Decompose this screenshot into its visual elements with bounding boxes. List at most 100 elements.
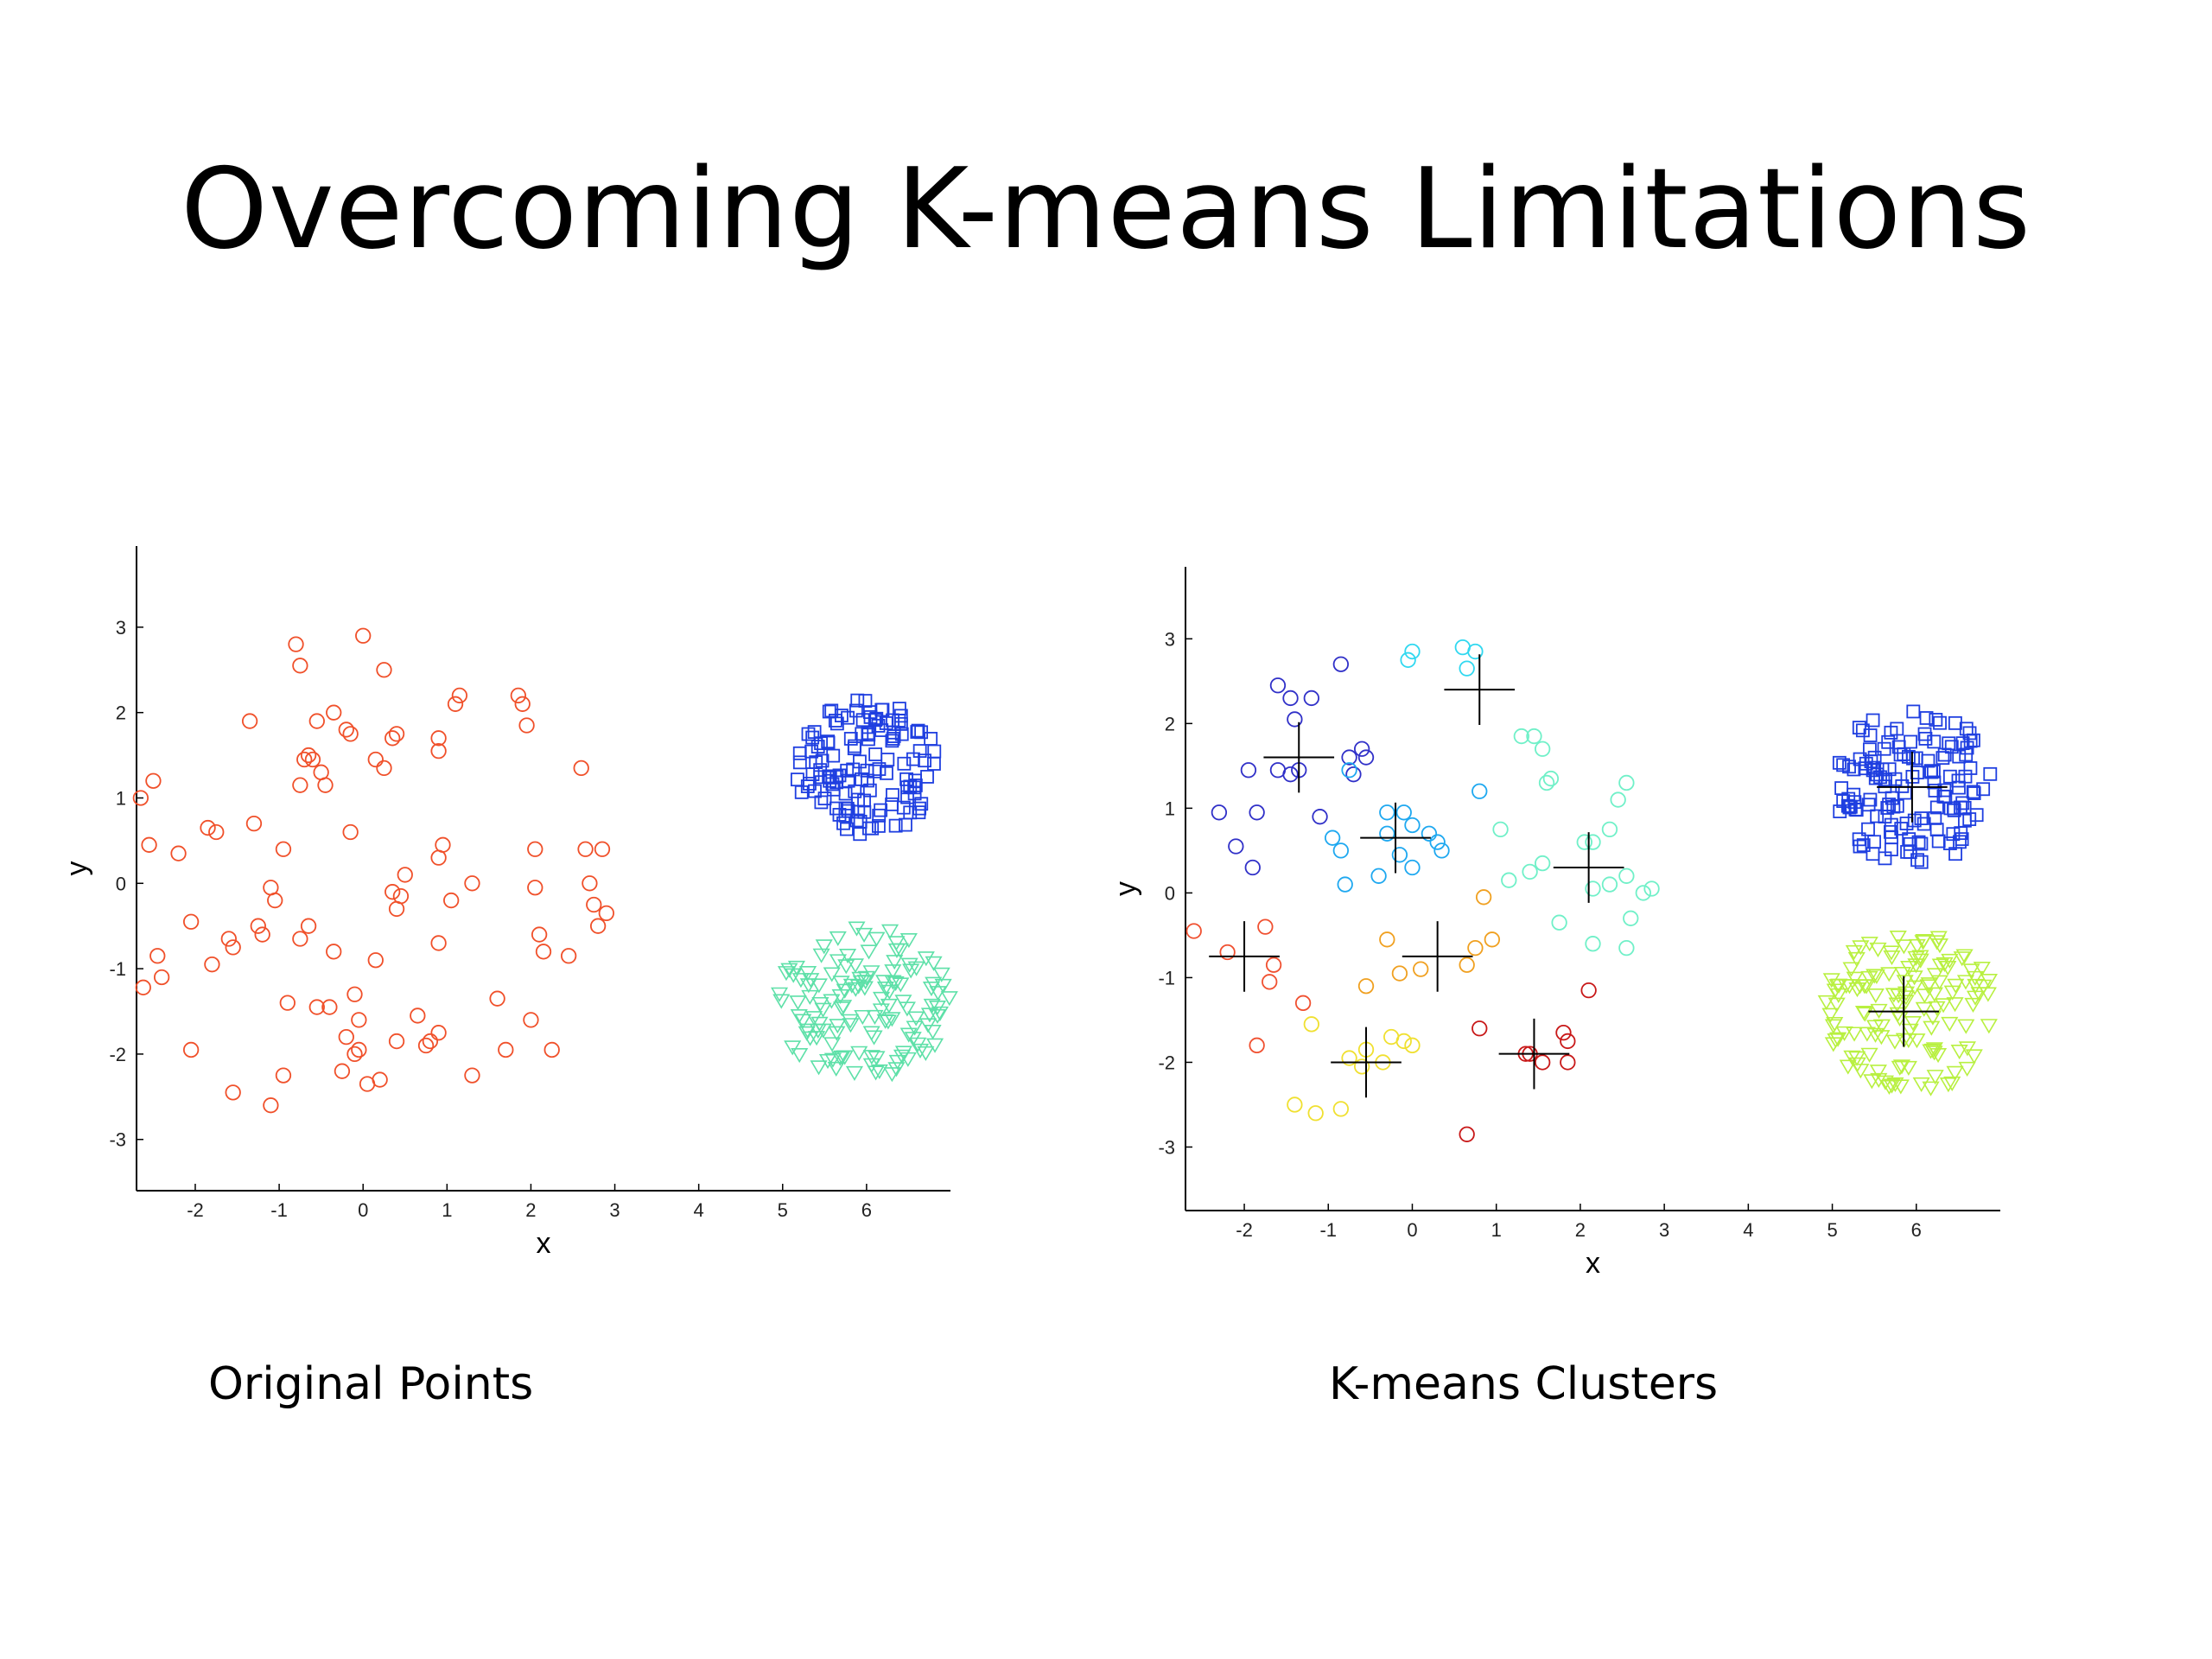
square-point xyxy=(903,805,918,820)
x-tick-label: 2 xyxy=(525,1199,536,1221)
circle-point xyxy=(1324,830,1341,846)
x-tick-label: 1 xyxy=(442,1199,452,1221)
circle-point xyxy=(1618,774,1635,791)
x-axis-label: x xyxy=(1586,1247,1600,1280)
square-point xyxy=(1901,749,1916,764)
circle-point xyxy=(1623,910,1639,926)
circle-point xyxy=(1341,1050,1357,1066)
square-point xyxy=(1853,839,1867,854)
circle-point xyxy=(170,845,187,861)
triangle-point xyxy=(1950,1044,1968,1060)
square-point xyxy=(927,744,942,759)
triangle-point xyxy=(1872,1030,1891,1046)
triangle-point xyxy=(867,1065,885,1081)
y-tick-label: -1 xyxy=(109,958,126,980)
square-point xyxy=(900,790,914,804)
circle-point xyxy=(1421,825,1438,842)
circle-point xyxy=(1379,825,1395,842)
circle-point xyxy=(1618,868,1635,884)
circle-point xyxy=(1484,931,1501,948)
square-point xyxy=(817,791,832,806)
triangle-point xyxy=(1943,1076,1961,1091)
circle-point xyxy=(300,918,317,934)
triangle-point xyxy=(1925,987,1943,1002)
square-point xyxy=(825,777,840,791)
circle-point xyxy=(279,995,296,1011)
triangle-point xyxy=(929,986,947,1001)
circle-point xyxy=(334,1063,351,1079)
circle-point xyxy=(1391,965,1408,982)
x-tick-label: 2 xyxy=(1575,1219,1586,1241)
triangle-point xyxy=(1939,961,1957,976)
triangle-point xyxy=(1888,997,1906,1013)
square-point xyxy=(1947,803,1961,817)
circle-point xyxy=(594,841,611,857)
triangle-point xyxy=(1860,970,1878,987)
square-point xyxy=(910,725,925,739)
triangle-point xyxy=(1957,1019,1975,1034)
square-point xyxy=(1863,728,1878,742)
triangle-point xyxy=(934,978,952,994)
circle-point xyxy=(1433,842,1450,859)
circle-point xyxy=(543,1041,560,1058)
triangle-point xyxy=(1824,1037,1842,1052)
triangle-point xyxy=(1897,990,1915,1006)
circle-point xyxy=(1471,1020,1488,1037)
triangle-point xyxy=(887,1062,906,1077)
circle-point xyxy=(1211,804,1228,821)
original-points-plot: -2 -1 0 1 2 3 4 5 6 -3 -2 -1 0 1 2 3 x y xyxy=(52,529,968,1276)
square-point xyxy=(805,730,820,745)
circle-point xyxy=(338,721,354,738)
square-point xyxy=(1856,838,1871,853)
triangle-point xyxy=(1904,1016,1923,1032)
x-tick-label: 6 xyxy=(861,1199,872,1221)
triangle-point xyxy=(868,931,886,947)
series-0-circle-markers xyxy=(132,627,614,1114)
circle-point xyxy=(430,730,447,747)
triangle-point xyxy=(928,1001,947,1016)
square-point xyxy=(1936,751,1950,766)
square-point xyxy=(1897,747,1911,761)
circle-point xyxy=(1513,728,1530,745)
circle-point xyxy=(1257,918,1274,935)
circle-point xyxy=(510,687,527,704)
triangle-point xyxy=(1852,940,1870,956)
circle-point xyxy=(1610,791,1626,808)
circle-point xyxy=(1471,783,1488,799)
square-point xyxy=(1878,772,1892,787)
triangle-point xyxy=(1829,1032,1847,1047)
square-point xyxy=(1882,762,1897,777)
triangle-point xyxy=(1880,1079,1898,1096)
square-point xyxy=(836,816,850,830)
triangle-point xyxy=(907,961,925,976)
triangle-point xyxy=(862,1050,880,1065)
triangle-point xyxy=(868,1051,886,1066)
triangle-point xyxy=(1842,962,1860,977)
square-point xyxy=(879,766,893,780)
circle-point xyxy=(527,841,543,857)
circle-point xyxy=(1357,749,1375,766)
square-point xyxy=(907,786,922,801)
triangle-point xyxy=(911,1043,930,1058)
circle-point xyxy=(1413,961,1429,977)
triangle-point xyxy=(1883,1078,1901,1094)
circle-point xyxy=(443,892,460,909)
series-1-square-markers xyxy=(790,693,942,842)
circle-point xyxy=(422,1033,439,1050)
triangle-point xyxy=(1979,987,1997,1002)
triangle-point xyxy=(1946,997,1964,1013)
circle-point xyxy=(1404,1037,1421,1054)
square-point xyxy=(863,709,878,724)
triangle-point xyxy=(1839,1059,1857,1075)
circle-point xyxy=(1526,728,1542,745)
triangle-point xyxy=(887,976,905,992)
square-point xyxy=(1966,785,1980,799)
circle-point xyxy=(153,969,170,986)
square-point xyxy=(838,809,853,823)
triangle-point xyxy=(841,1014,860,1029)
circle-point xyxy=(376,760,392,777)
triangle-point xyxy=(823,1037,842,1052)
x-tick-label: 1 xyxy=(1491,1219,1502,1241)
circle-point xyxy=(518,717,535,734)
circle-point xyxy=(1551,914,1567,931)
